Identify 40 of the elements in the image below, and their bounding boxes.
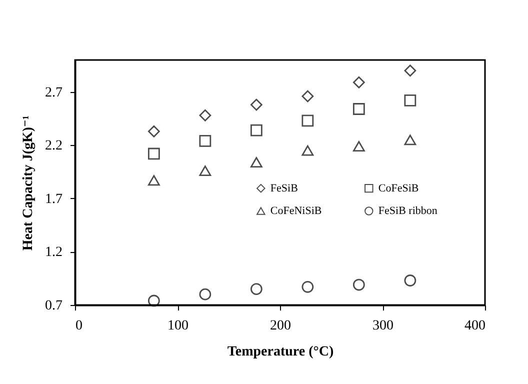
y-axis-title: Heat Capacity J(gK)⁻¹ <box>21 115 36 251</box>
point <box>250 124 262 136</box>
point <box>404 64 416 77</box>
point <box>302 114 314 127</box>
point <box>199 166 212 176</box>
y-tick-label: 1.7 <box>45 192 62 207</box>
x-tick-label: 200 <box>270 318 291 334</box>
legend-label: CoFeNiSiB <box>270 205 322 217</box>
y-tick-label: 0.7 <box>45 298 62 314</box>
point <box>250 98 262 111</box>
legend-label: FeSiB <box>270 182 298 194</box>
x-tick-label: 0 <box>76 318 82 334</box>
x-tick-label: 100 <box>168 318 188 334</box>
y-tick-label: 1.2 <box>45 245 62 260</box>
point <box>302 90 314 102</box>
point <box>404 94 416 106</box>
point <box>404 274 416 286</box>
point <box>148 175 160 186</box>
legend-label: FeSiB ribbon <box>378 205 438 217</box>
point <box>199 135 212 147</box>
point <box>199 288 212 300</box>
point <box>199 109 212 122</box>
point <box>302 145 314 156</box>
point <box>148 294 160 307</box>
point <box>352 103 365 115</box>
point <box>352 141 365 152</box>
point <box>148 148 160 160</box>
point <box>352 278 365 291</box>
x-axis-title: Temperature (°C) <box>227 344 334 360</box>
y-tick-label: 2.7 <box>45 85 62 100</box>
point <box>352 76 365 88</box>
point <box>404 134 416 146</box>
x-tick-label: 400 <box>464 318 486 334</box>
legend-label: CoFeSiB <box>378 182 419 194</box>
point <box>302 280 314 293</box>
point <box>250 283 262 295</box>
point <box>250 157 262 168</box>
x-tick-label: 300 <box>372 318 394 334</box>
point <box>148 125 160 138</box>
y-tick-label: 2.2 <box>45 138 62 154</box>
